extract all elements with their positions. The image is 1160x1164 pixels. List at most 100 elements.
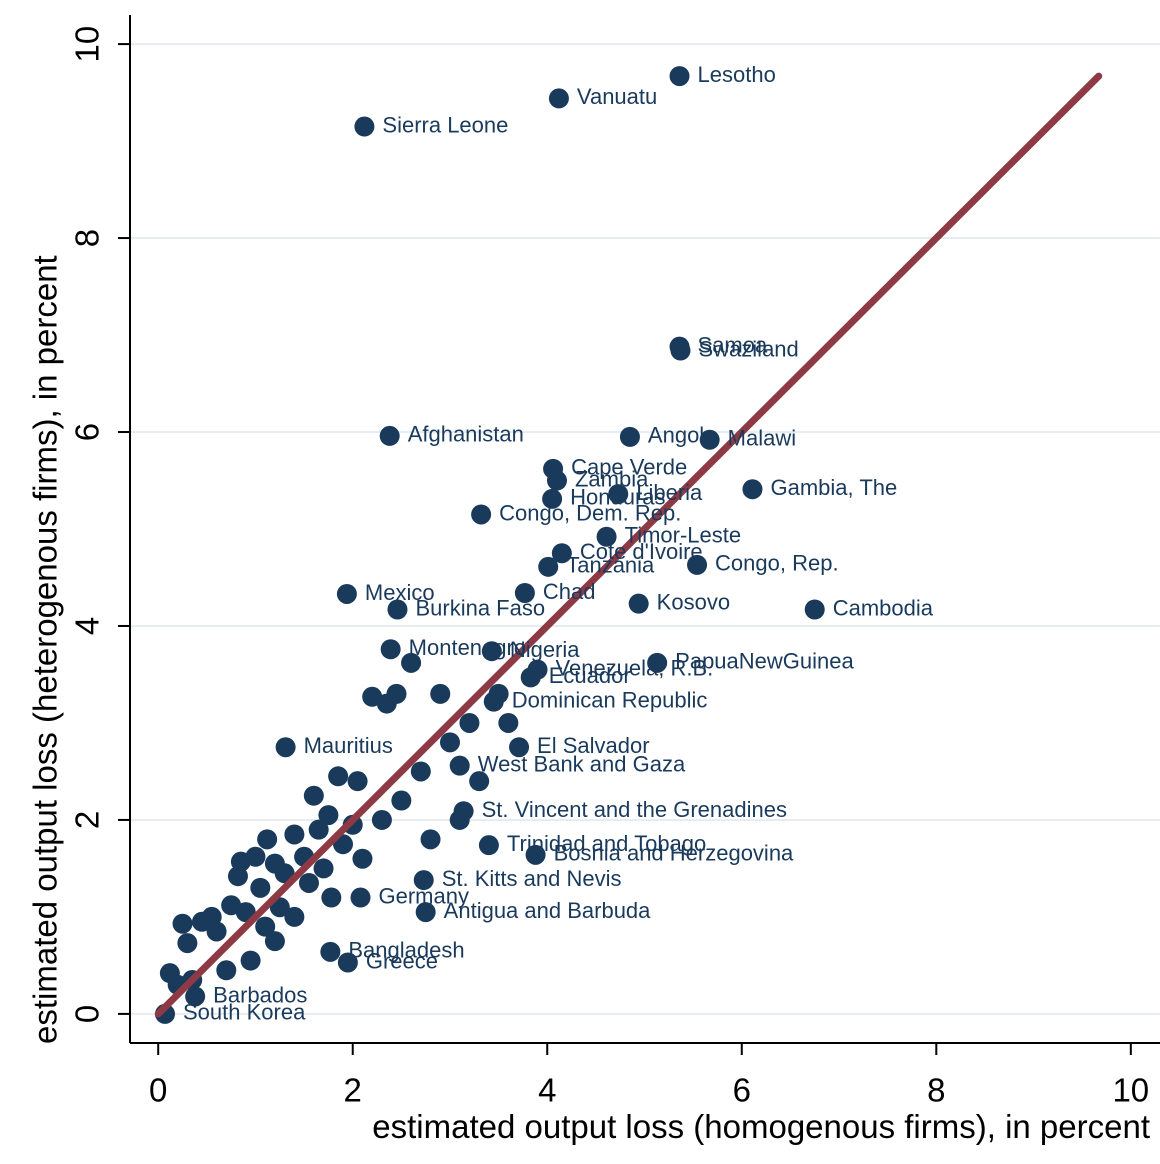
point-label: St. Kitts and Nevis: [442, 866, 622, 891]
point-label: Sierra Leone: [382, 112, 508, 137]
point-label: South Korea: [183, 1000, 306, 1025]
point-label: Barbados: [213, 982, 307, 1007]
x-tick-label: 0: [149, 1072, 167, 1109]
point-label: Montenegro: [409, 635, 526, 660]
point: [542, 488, 563, 509]
point: [352, 848, 373, 869]
point: [619, 426, 640, 447]
point: [172, 913, 193, 934]
point: [469, 771, 490, 792]
point-label: Ecuador: [549, 663, 631, 688]
point: [669, 66, 690, 87]
point: [687, 554, 708, 575]
point-label: Malawi: [728, 426, 796, 451]
point: [481, 641, 502, 662]
point: [742, 479, 763, 500]
x-tick-label: 10: [1112, 1072, 1149, 1109]
point: [525, 844, 546, 865]
point: [313, 858, 334, 879]
point: [354, 116, 375, 137]
point: [257, 829, 278, 850]
point: [284, 824, 305, 845]
point: [514, 583, 535, 604]
point-label: Congo, Rep.: [715, 551, 839, 576]
reference-line: [154, 72, 1103, 1018]
point: [509, 737, 530, 758]
point-label: Chad: [543, 579, 596, 604]
y-tick-label: 2: [69, 811, 106, 829]
point-label: Gambia, The: [770, 475, 897, 500]
point: [350, 887, 371, 908]
point-label: El Salvador: [537, 733, 650, 758]
point-label: Antigua and Barbuda: [444, 898, 651, 923]
point-label: Bosnia and Herzegovina: [554, 841, 794, 866]
y-tick-label: 8: [69, 229, 106, 247]
point: [318, 805, 339, 826]
point-label: Burkina Faso: [415, 595, 545, 620]
x-tick-label: 2: [344, 1072, 362, 1109]
point-label: Cambodia: [833, 595, 934, 620]
point: [284, 906, 305, 927]
point: [628, 593, 649, 614]
point: [240, 950, 261, 971]
point: [401, 652, 422, 673]
point: [320, 941, 341, 962]
point: [337, 952, 358, 973]
point: [303, 785, 324, 806]
point-label: Lesotho: [698, 62, 776, 87]
point-label: Angola: [648, 423, 717, 448]
point-label: Tanzania: [566, 553, 655, 578]
point: [647, 652, 668, 673]
point: [478, 835, 499, 856]
point-label: Dominican Republic: [512, 687, 708, 712]
point-label: Mauritius: [304, 733, 393, 758]
point-label: Timor-Leste: [625, 523, 742, 548]
point: [206, 921, 227, 942]
point: [520, 667, 541, 688]
point: [255, 916, 276, 937]
point: [449, 755, 470, 776]
point: [498, 712, 519, 733]
point: [596, 526, 617, 547]
point: [308, 819, 329, 840]
point: [413, 870, 434, 891]
point-label: Samoa: [698, 332, 768, 357]
point: [420, 829, 441, 850]
point: [185, 986, 206, 1007]
point-label: Zambia: [575, 466, 649, 491]
point: [380, 639, 401, 660]
point-label: Germany: [379, 883, 469, 908]
point-label: Cape Verde: [571, 455, 687, 480]
y-tick-label: 0: [69, 1005, 106, 1023]
point: [699, 429, 720, 450]
point: [250, 877, 271, 898]
point: [298, 872, 319, 893]
point-label: Nigeria: [510, 637, 580, 662]
point-label: Mexico: [365, 580, 435, 605]
point: [488, 683, 509, 704]
point-label: Greece: [366, 948, 438, 973]
point-label: Vanuatu: [577, 84, 657, 109]
point: [415, 902, 436, 923]
point: [430, 683, 451, 704]
point: [439, 732, 460, 753]
point: [608, 484, 629, 505]
point: [321, 887, 342, 908]
point: [449, 809, 470, 830]
point-label: Kosovo: [657, 589, 730, 614]
x-tick-label: 4: [538, 1072, 556, 1109]
point: [245, 846, 266, 867]
point: [548, 88, 569, 109]
point-label: Cote d'Ivoire: [580, 539, 703, 564]
point: [386, 683, 407, 704]
y-tick-label: 6: [69, 423, 106, 441]
point-label: Congo, Dem. Rep.: [499, 500, 681, 525]
point: [391, 790, 412, 811]
x-tick-label: 6: [733, 1072, 751, 1109]
point: [459, 712, 480, 733]
x-axis-title: estimated output loss (homogenous firms)…: [372, 1108, 1150, 1145]
point-label: Honduras: [570, 485, 665, 510]
point: [546, 470, 567, 491]
